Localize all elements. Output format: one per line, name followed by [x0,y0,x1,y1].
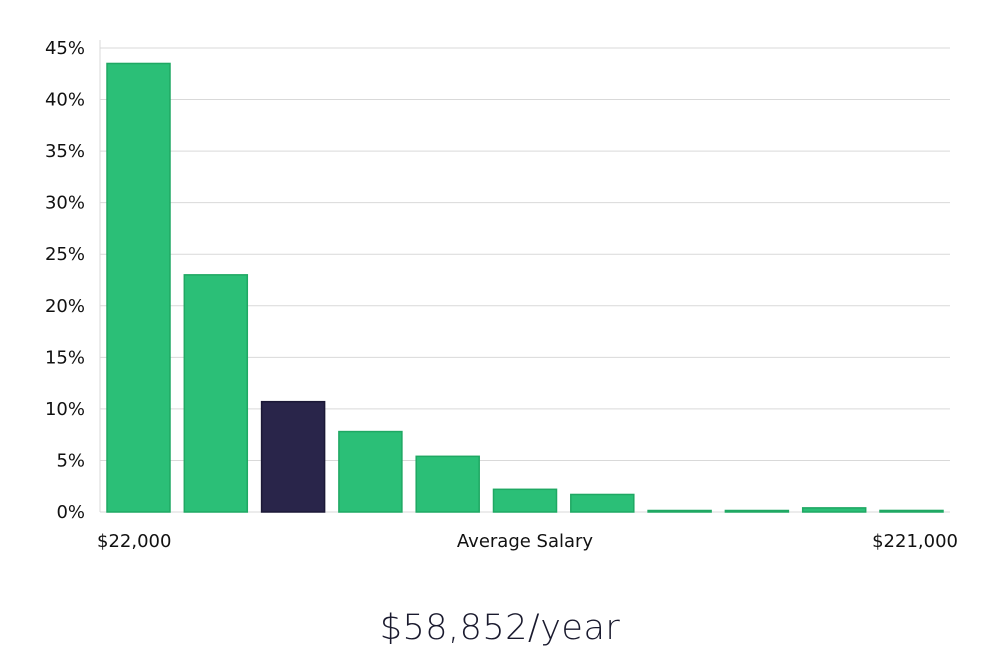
y-tick-label: 40% [45,90,85,111]
average-salary-value: $58,852/year [379,608,621,648]
y-tick-label: 20% [45,296,85,317]
x-axis-label: Average Salary [457,531,594,552]
bars [106,62,944,513]
y-axis-ticks: 0% 5% 10% 15% 20% 25% 30% 35% 40% 45% [45,38,85,523]
bar [647,509,712,513]
bar [801,507,867,513]
y-tick-label: 30% [45,193,85,214]
y-tick-label: 45% [45,38,85,59]
y-tick-label: 10% [45,399,85,420]
salary-histogram: 0% 5% 10% 15% 20% 25% 30% 35% 40% 45% $22,000 Ave… [45,38,958,552]
bar [570,493,635,513]
bar [415,455,480,513]
bar [879,509,944,513]
bar [183,274,249,513]
bar [338,430,403,513]
y-tick-label: 0% [56,502,85,523]
x-max-label: $221,000 [872,531,958,552]
y-tick-label: 5% [56,450,85,471]
bar [106,62,171,513]
bar-highlighted [260,400,326,513]
y-tick-label: 25% [45,244,85,265]
y-tick-label: 15% [45,347,85,368]
bar [724,509,790,513]
x-min-label: $22,000 [97,531,171,552]
bar [492,488,558,513]
y-tick-label: 35% [45,141,85,162]
